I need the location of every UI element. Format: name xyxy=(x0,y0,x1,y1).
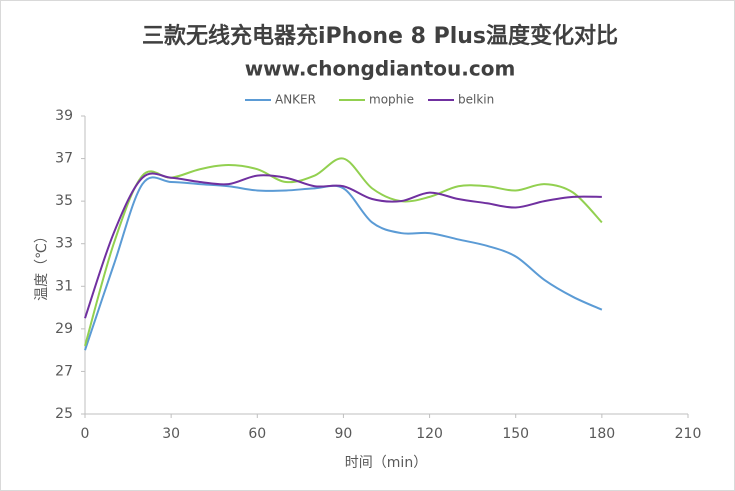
x-tick-label: 30 xyxy=(162,426,180,442)
x-tick-label: 120 xyxy=(416,426,443,442)
series-line xyxy=(84,172,602,319)
y-tick-label: 33 xyxy=(55,236,73,252)
y-tick-label: 25 xyxy=(55,406,73,422)
y-axis-label: 温度（℃） xyxy=(34,229,50,301)
chart-subtitle: www.chongdiantou.com xyxy=(245,57,516,81)
x-tick-label: 180 xyxy=(588,426,615,442)
y-tick-label: 37 xyxy=(55,151,73,167)
legend-label: ANKER xyxy=(275,93,316,107)
x-axis-label: 时间（min） xyxy=(345,455,427,471)
x-tick-label: 0 xyxy=(81,426,90,442)
x-tick-label: 60 xyxy=(248,426,266,442)
y-tick-label: 35 xyxy=(55,193,73,209)
y-tick-label: 27 xyxy=(55,363,73,379)
y-tick-label: 29 xyxy=(55,321,73,337)
y-tick-label: 31 xyxy=(55,278,73,294)
x-tick-label: 210 xyxy=(675,426,702,442)
x-tick-label: 90 xyxy=(335,426,353,442)
chart-title: 三款无线充电器充iPhone 8 Plus温度变化对比 xyxy=(142,23,618,49)
legend-label: mophie xyxy=(369,93,414,107)
y-tick-label: 39 xyxy=(55,108,73,124)
legend-label: belkin xyxy=(458,93,494,107)
x-tick-label: 150 xyxy=(502,426,529,442)
